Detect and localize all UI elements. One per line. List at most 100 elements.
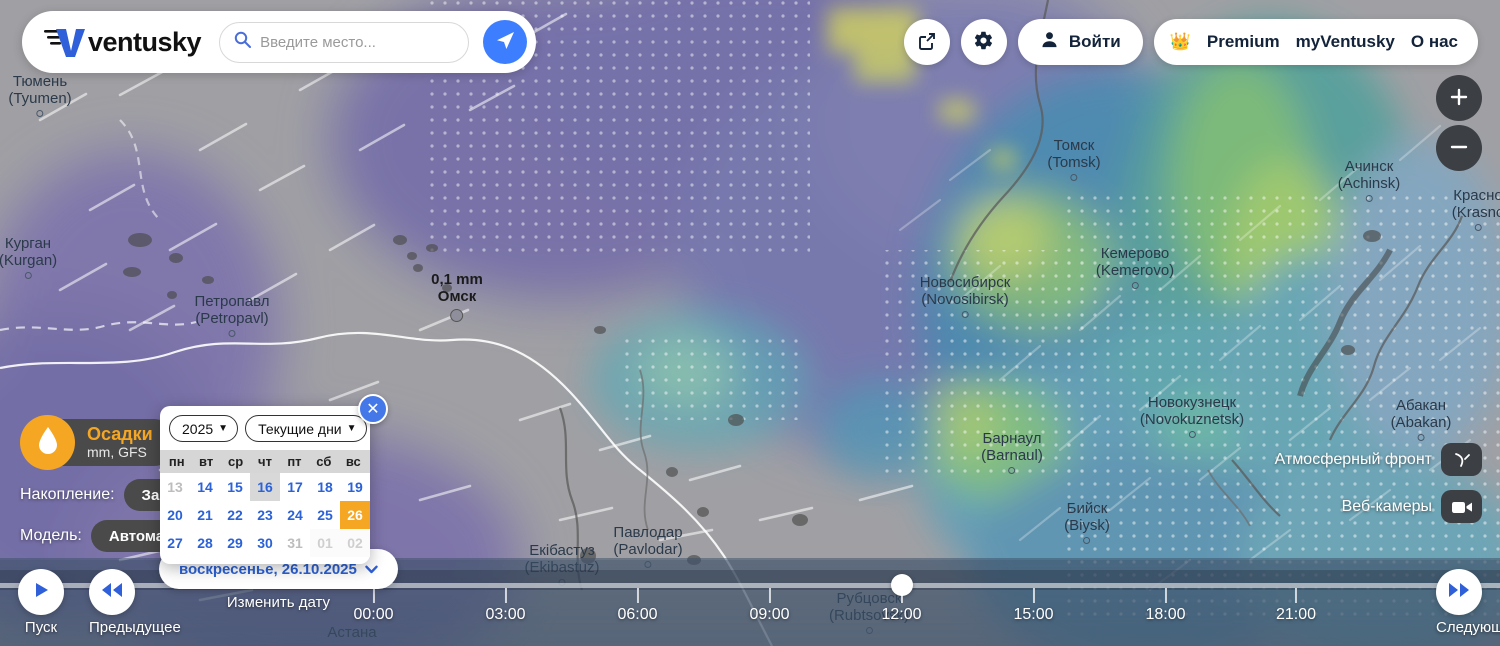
calendar-day[interactable]: 18 <box>317 479 333 495</box>
previous-label: Предыдущее <box>89 619 181 636</box>
previous-control: Предыдущее <box>89 569 181 636</box>
ventusky-logo-text: ventusky <box>88 26 202 57</box>
calendar-day[interactable]: 30 <box>257 535 273 551</box>
premium-link[interactable]: Premium <box>1206 32 1280 51</box>
calendar-weekday-header: пн вт ср чт пт сб вс <box>160 450 370 473</box>
play-label: Пуск <box>24 619 58 636</box>
timeline-handle[interactable] <box>890 574 913 596</box>
timeline-tick: 15:00 <box>1013 588 1054 624</box>
calendar-day[interactable]: 15 <box>227 479 243 495</box>
close-icon[interactable]: ✕ <box>358 394 388 424</box>
timeline-tick: 09:00 <box>749 588 790 624</box>
map-zoom-controls <box>1436 75 1482 171</box>
calendar-day[interactable]: 25 <box>317 507 333 523</box>
calendar-weekday: вс <box>345 454 361 469</box>
play-button[interactable] <box>18 569 64 615</box>
settings-button[interactable] <box>960 19 1007 65</box>
timeline-tick: 18:00 <box>1145 588 1186 624</box>
myventusky-link[interactable]: myVentusky <box>1295 32 1395 51</box>
ventusky-logo-icon <box>44 25 86 59</box>
calendar-weekday: чт <box>258 454 272 469</box>
calendar-weekday: пт <box>287 454 302 469</box>
timeline-track[interactable] <box>0 583 1500 588</box>
gear-icon <box>973 30 994 54</box>
calendar-day[interactable]: 01 <box>310 529 340 557</box>
layer-name: Осадки <box>87 424 153 444</box>
layer-units: mm, GFS <box>87 443 147 460</box>
timeline-tick-mark <box>768 588 771 603</box>
top-bar: ventusky <box>22 11 1478 73</box>
timeline-tick-label: 21:00 <box>1275 606 1317 623</box>
next-button[interactable] <box>1436 569 1482 615</box>
webcams-label: Веб-камеры <box>1341 497 1432 515</box>
calendar-weekday: ср <box>227 454 244 469</box>
calendar-day[interactable]: 16 <box>250 473 280 501</box>
calendar-day[interactable]: 29 <box>227 535 243 551</box>
calendar-day[interactable]: 27 <box>167 535 183 551</box>
search-input[interactable] <box>260 33 455 51</box>
layer-icon-button[interactable] <box>20 415 75 470</box>
calendar-day[interactable]: 22 <box>227 507 243 523</box>
atmospheric-front-toggle[interactable]: Атмосферный фронт <box>1275 443 1482 476</box>
minus-icon <box>1449 133 1469 163</box>
nav-links-group: 👑 Premium myVentusky О нас <box>1153 19 1478 65</box>
timeline-tick-label: 06:00 <box>617 606 658 623</box>
calendar-day[interactable]: 13 <box>167 479 183 495</box>
search-icon <box>234 31 252 53</box>
active-layer-row: Осадки mm, GFS <box>20 415 207 470</box>
about-link[interactable]: О нас <box>1410 32 1458 51</box>
calendar-weekday: пн <box>168 454 185 469</box>
map-feature-toggles: Атмосферный фронт Веб-камеры <box>1275 443 1482 523</box>
timeline-tick-mark <box>636 588 639 603</box>
range-select[interactable]: Текущие дни ▼ <box>245 415 367 442</box>
timeline-tick-mark <box>1294 588 1297 603</box>
rewind-icon <box>101 581 123 604</box>
calendar-weekday: сб <box>316 454 332 469</box>
calendar-day[interactable]: 19 <box>347 479 363 495</box>
model-label: Модель: <box>20 527 82 544</box>
calendar-day[interactable]: 21 <box>197 507 213 523</box>
chevron-down-icon <box>365 561 378 578</box>
water-drop-icon <box>37 426 59 459</box>
change-date-label: Изменить дату <box>226 594 330 611</box>
timeline-tick-mark <box>504 588 507 603</box>
timeline-tick-label: 15:00 <box>1013 606 1054 623</box>
timeline-tick: 06:00 <box>617 588 658 624</box>
zoom-in-button[interactable] <box>1436 75 1482 121</box>
atmospheric-front-label: Атмосферный фронт <box>1274 450 1432 468</box>
calendar-day[interactable]: 31 <box>287 535 303 551</box>
timeline-tick-label: 03:00 <box>485 606 526 623</box>
zoom-out-button[interactable] <box>1436 125 1482 171</box>
layer-name-chip[interactable]: Осадки mm, GFS <box>61 419 177 466</box>
calendar-day[interactable]: 24 <box>287 507 303 523</box>
play-control: Пуск <box>18 569 64 636</box>
calendar-weekday: вт <box>199 454 214 469</box>
share-button[interactable] <box>903 19 950 65</box>
webcams-toggle[interactable]: Веб-камеры <box>1342 490 1482 523</box>
calendar-day[interactable]: 26 <box>340 501 370 529</box>
calendar-day[interactable]: 20 <box>167 507 183 523</box>
calendar-day[interactable]: 23 <box>257 507 273 523</box>
calendar-day[interactable]: 14 <box>197 479 213 495</box>
calendar-day[interactable]: 28 <box>197 535 213 551</box>
previous-button[interactable] <box>89 569 135 615</box>
locate-me-button[interactable] <box>483 20 528 64</box>
navigation-arrow-icon <box>494 30 516 55</box>
calendar-day[interactable]: 17 <box>287 479 303 495</box>
timeline-tick-label: 12:00 <box>881 606 922 623</box>
next-label: Следующее <box>1436 619 1500 636</box>
next-control: Следующее <box>1436 569 1500 636</box>
top-bar-left-group: ventusky <box>22 11 537 73</box>
calendar-day[interactable]: 02 <box>340 529 370 557</box>
weather-front-icon <box>1441 443 1482 476</box>
plus-icon <box>1449 83 1469 113</box>
video-camera-icon <box>1441 490 1482 523</box>
year-select[interactable]: 2025 ▼ <box>169 415 239 442</box>
date-picker-popup: ✕ 2025 ▼ Текущие дни ▼ пн вт ср чт пт сб вс 13… <box>160 394 388 564</box>
fast-forward-icon <box>1448 581 1470 604</box>
login-button[interactable]: Войти <box>1017 19 1143 65</box>
user-icon <box>1040 30 1059 54</box>
search-box[interactable] <box>219 21 470 63</box>
ventusky-logo[interactable]: ventusky <box>44 25 202 59</box>
